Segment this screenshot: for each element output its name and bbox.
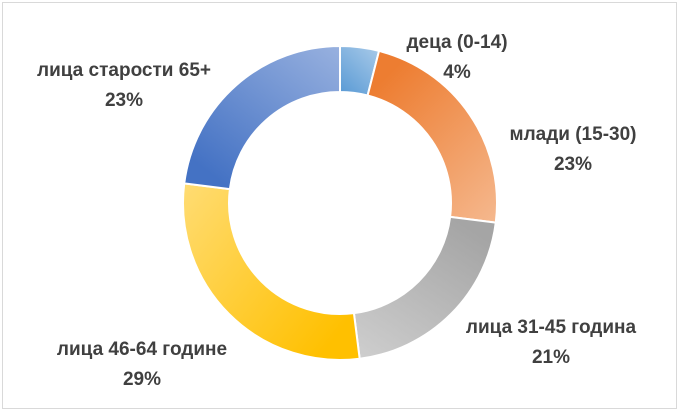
doughnut-slice xyxy=(366,49,498,224)
doughnut-slice xyxy=(182,182,361,361)
slice-percent-label: 29% xyxy=(123,369,161,390)
slice-category-label: лица старости 65+ xyxy=(37,60,211,81)
doughnut-slice xyxy=(183,44,341,191)
slice-category-label: лица 46-64 године xyxy=(57,339,227,360)
slice-percent-label: 23% xyxy=(554,154,592,175)
slice-percent-label: 23% xyxy=(105,90,143,111)
slice-category-label: лица 31-45 година xyxy=(466,317,637,338)
slice-category-label: деца (0-14) xyxy=(406,32,507,53)
slice-percent-label: 4% xyxy=(443,62,471,83)
slice-percent-label: 21% xyxy=(532,347,570,368)
slice-category-label: млади (15-30) xyxy=(510,124,637,145)
